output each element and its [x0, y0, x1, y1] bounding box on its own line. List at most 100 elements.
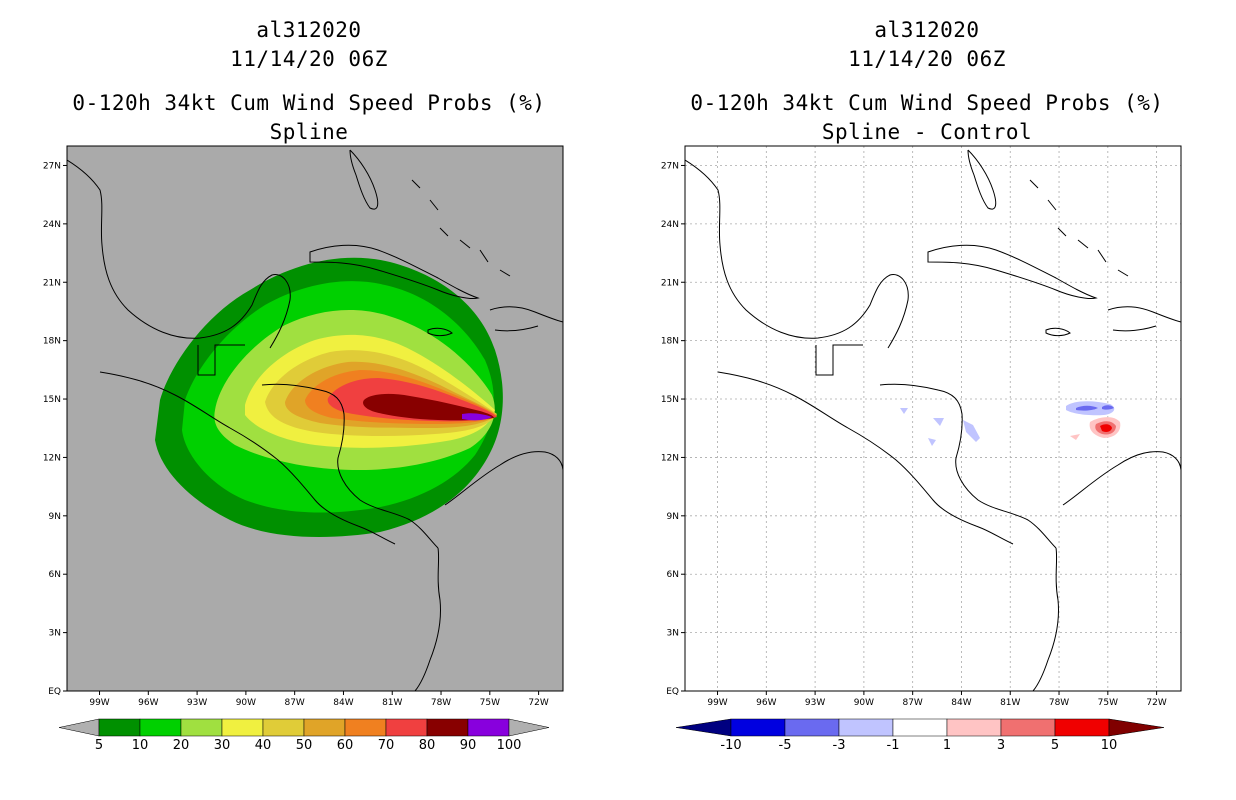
right-map-frame: [684, 145, 1182, 692]
lat-label: 9N: [49, 512, 61, 522]
lat-label: 24N: [43, 220, 61, 230]
colorbar-label: 5: [1051, 738, 1059, 753]
colorbar-box: [1000, 718, 1056, 737]
lon-label: 90W: [236, 698, 256, 708]
coastlines: [67, 149, 563, 691]
colorbar-label: -1: [887, 738, 900, 753]
left-colorbar: 5 10 20 30 40 50 60 70 80 90 100: [58, 718, 550, 753]
cuba: [927, 244, 1098, 299]
lon-label: 87W: [284, 698, 304, 708]
right-frame-group: [684, 145, 1182, 692]
lon-label: 78W: [431, 698, 451, 708]
probability-field: [155, 257, 503, 537]
colorbar-high-triangle: [1108, 718, 1165, 737]
jamaica: [1045, 327, 1071, 337]
lon-label: 72W: [1146, 698, 1166, 708]
lat-label: 21N: [43, 278, 61, 288]
colorbar-label: 10: [132, 738, 149, 753]
colorbar-box: [180, 718, 223, 737]
product-title: 0-120h 34kt Cum Wind Speed Probs (%): [72, 91, 546, 115]
colorbar-label: -3: [833, 738, 846, 753]
right-panel: al312020 11/14/20 06Z 0-120h 34kt Cum Wi…: [618, 0, 1236, 800]
date-title: 11/14/20 06Z: [230, 47, 388, 71]
colorbar-box: [946, 718, 1002, 737]
left-map-svg: 27N 24N 21N 18N 15N 12N 9N 6N 3N EQ 99W 96W 93W 90W 87…: [43, 145, 564, 753]
lon-label: 93W: [187, 698, 207, 708]
colorbar-label: 1: [943, 738, 951, 753]
lat-label: 9N: [667, 512, 679, 522]
colorbar-box: [221, 718, 264, 737]
colorbar-label: 20: [173, 738, 190, 753]
lat-label: 24N: [661, 220, 679, 230]
lon-label: 93W: [805, 698, 825, 708]
colorbar-low-triangle: [58, 718, 100, 737]
diff-positive-area-3: [1100, 424, 1112, 432]
bahamas: [1029, 179, 1129, 277]
colombia-coast: [1032, 547, 1059, 691]
lat-label: EQ: [48, 687, 61, 697]
lat-label: 21N: [661, 278, 679, 288]
hispaniola: [489, 306, 563, 332]
colorbar-box: [467, 718, 510, 737]
lat-label: 27N: [661, 161, 679, 171]
colorbar-label: -10: [720, 738, 741, 753]
prob-80-contour: [363, 393, 494, 421]
colorbar-box: [892, 718, 948, 737]
colorbar-box: [303, 718, 346, 737]
method-title: Spline: [269, 120, 349, 144]
colorbar-low-triangle: [675, 718, 732, 737]
lat-label: 18N: [43, 337, 61, 347]
colorbar-label: 5: [95, 738, 103, 753]
diff-negative-area-6: [928, 438, 936, 446]
colorbar-label: 80: [419, 738, 436, 753]
colorbar-box: [730, 718, 786, 737]
prob-90-contour: [462, 413, 492, 421]
florida: [349, 149, 379, 210]
colorbar-box: [385, 718, 428, 737]
right-axis-ticks: 27N 24N 21N 18N 15N 12N 9N 6N 3N EQ 99W 96W 93W 90W 87…: [661, 161, 1167, 708]
lon-label: 75W: [480, 698, 500, 708]
yucatan-border: [197, 344, 245, 376]
colorbar-box: [1054, 718, 1110, 737]
left-frame-group: [66, 145, 564, 692]
colorbar-box: [262, 718, 305, 737]
central-america-caribbean-coast: [261, 383, 439, 549]
lat-label: 3N: [667, 629, 679, 639]
lat-label: 18N: [661, 337, 679, 347]
lat-label: 27N: [43, 161, 61, 171]
date-title: 11/14/20 06Z: [848, 47, 1006, 71]
lon-label: 84W: [951, 698, 971, 708]
lon-label: 99W: [89, 698, 109, 708]
hispaniola: [1107, 306, 1181, 332]
colorbar-label: 70: [378, 738, 395, 753]
south-america-coast: [1062, 451, 1181, 506]
lat-label: EQ: [666, 687, 679, 697]
left-axis-ticks: 27N 24N 21N 18N 15N 12N 9N 6N 3N EQ 99W 96W 93W 90W 87…: [43, 161, 549, 708]
central-america-caribbean-coast: [879, 383, 1057, 549]
central-america-pacific-coast: [717, 371, 1014, 545]
lon-label: 81W: [382, 698, 402, 708]
lon-label: 96W: [138, 698, 158, 708]
colorbar-label: 60: [337, 738, 354, 753]
bahamas: [411, 179, 511, 277]
lon-label: 90W: [854, 698, 874, 708]
diff-positive-area-4: [1070, 434, 1080, 440]
lat-label: 15N: [661, 395, 679, 405]
colorbar-label: 30: [214, 738, 231, 753]
lon-label: 84W: [333, 698, 353, 708]
lon-label: 87W: [902, 698, 922, 708]
colorbar-box: [426, 718, 469, 737]
coastlines: [685, 149, 1181, 691]
jamaica: [427, 327, 453, 337]
diff-negative-area-7: [900, 408, 908, 414]
colombia-coast: [414, 547, 441, 691]
right-map-svg: 27N 24N 21N 18N 15N 12N 9N 6N 3N EQ 99W 96W 93W 90W 87…: [661, 145, 1182, 753]
lon-label: 78W: [1049, 698, 1069, 708]
right-colorbar: -10 -5 -3 -1 1 3 5 10: [675, 718, 1165, 753]
lon-label: 81W: [1000, 698, 1020, 708]
lat-label: 3N: [49, 629, 61, 639]
gulf-coast: [67, 159, 291, 349]
colorbar-box: [784, 718, 840, 737]
diff-negative-area-4: [963, 420, 980, 442]
diff-negative-area-3: [1102, 405, 1114, 410]
